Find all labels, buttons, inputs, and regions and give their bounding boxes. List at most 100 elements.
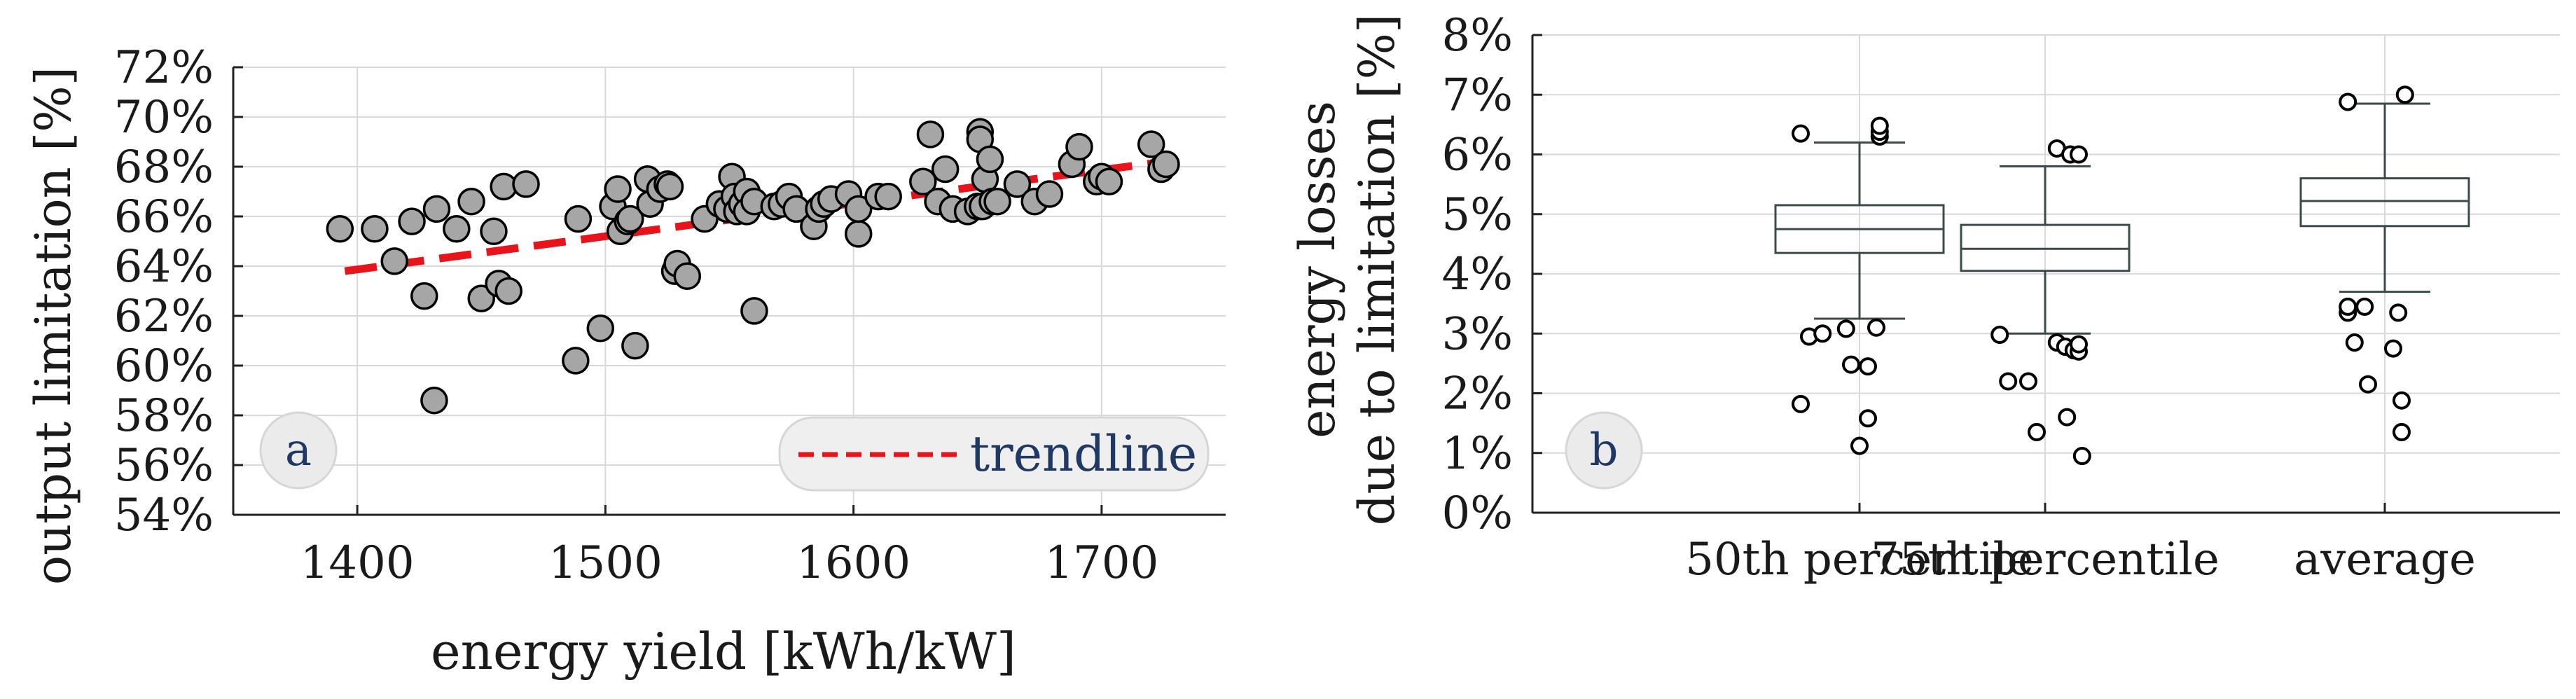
box-outlier	[1836, 319, 1855, 338]
scatter-point	[656, 172, 684, 201]
box-outlier	[2070, 145, 2088, 164]
box-iqr	[2299, 177, 2470, 228]
panel-a-y-tick-label: 60%	[114, 340, 214, 392]
panel-a-y-tick-label: 62%	[114, 291, 214, 342]
panel-b-y-tick-label: 6%	[1441, 130, 1513, 181]
panel-b-y-tick-label: 1%	[1441, 428, 1513, 480]
panel-a-y-tick-labels: 54%56%58%60%62%64%66%68%70%72%	[114, 42, 214, 541]
panel-a-x-tick-label: 1400	[300, 537, 415, 589]
panel-b-y-tick-label: 7%	[1441, 69, 1513, 121]
panel-b-y-axis-label-line-2: due to limitation [%]	[1348, 14, 1406, 526]
scatter-point	[844, 195, 873, 223]
scatter-point	[398, 207, 426, 235]
scatter-point	[361, 215, 389, 243]
panel-b-category-label: 75th percentile	[1871, 534, 2220, 586]
box-outlier	[2359, 375, 2377, 394]
scatter-point	[1065, 132, 1093, 161]
scatter-point	[494, 277, 522, 305]
panel-a-y-tick-label: 72%	[114, 42, 214, 94]
panel-a-x-tick-labels: 1400 1500 1600 1700	[300, 537, 1159, 589]
panel-b-y-tick-label: 2%	[1441, 368, 1513, 420]
scatter-point	[740, 297, 768, 325]
panel-b-badge	[1565, 411, 1643, 490]
scatter-point	[457, 187, 485, 216]
panel-b-category-label: 50th percentile	[1685, 534, 2034, 586]
box-outlier	[2389, 303, 2408, 322]
panel-b-y-tick-label: 5%	[1441, 189, 1513, 241]
scatter-point	[844, 220, 873, 248]
box-outlier	[1999, 372, 2018, 391]
box-outlier	[1859, 409, 1877, 428]
box-outlier	[2019, 372, 2037, 391]
panel-a-y-tick-label: 58%	[114, 390, 214, 442]
panel-b-y-axis-label-line-1: energy losses	[1289, 101, 1346, 438]
box-outlier	[2339, 92, 2357, 111]
panel-b-axes	[1531, 34, 2560, 514]
scatter-point	[467, 284, 495, 312]
panel-a-points	[326, 118, 1180, 415]
box-outlier	[2072, 447, 2091, 466]
box-outlier	[2384, 339, 2402, 358]
scatter-point	[562, 347, 590, 375]
scatter-point	[586, 314, 615, 342]
scatter-point	[1003, 170, 1032, 198]
panel-a-y-tick-label: 54%	[114, 490, 214, 541]
panel-b-y-tick-label: 3%	[1441, 308, 1513, 360]
panel-a-y-tick-label: 64%	[114, 241, 214, 293]
box-outlier	[1990, 325, 2009, 344]
scatter-point	[564, 205, 593, 233]
scatter-point	[420, 386, 448, 415]
box-outlier	[1792, 394, 1810, 413]
box-outlier	[2393, 422, 2411, 441]
panel-b-y-tick-label: 4%	[1441, 249, 1513, 300]
panel-a-legend	[778, 416, 1210, 492]
panel-a-y-tick-label: 66%	[114, 191, 214, 243]
panel-b-boxes	[1774, 85, 2470, 466]
scatter-point	[931, 155, 960, 184]
panel-a-axes	[232, 66, 1226, 516]
box-outlier	[1850, 436, 1869, 455]
panel-b-y-tick-label: 8%	[1441, 10, 1513, 62]
box-outlier	[2355, 297, 2374, 316]
box-outlier	[2339, 297, 2357, 316]
panel-b-y-tick-labels: 0% 1% 2% 3% 4% 5% 6% 7% 8%	[1441, 10, 1513, 539]
scatter-point	[512, 170, 540, 198]
panel-a-y-tick-label: 68%	[114, 141, 214, 193]
panel-a-badge	[259, 411, 338, 490]
box-outlier	[1813, 324, 1832, 343]
box-outlier	[2028, 422, 2046, 441]
scatter-point	[916, 120, 945, 148]
panel-a-x-tick-label: 1700	[1044, 537, 1158, 589]
scatter-point	[1137, 130, 1165, 158]
box-outlier	[2395, 85, 2414, 104]
box-outlier	[1867, 318, 1885, 337]
scatter-point	[874, 182, 902, 211]
scatter-point	[909, 167, 937, 196]
box-outlier	[2058, 408, 2077, 427]
scatter-point	[673, 262, 702, 290]
panel-a-badge-label: a	[285, 424, 312, 476]
box-outlier	[2393, 391, 2411, 410]
scatter-point	[326, 215, 354, 243]
panel-b-badge-label: b	[1590, 424, 1619, 476]
scatter-point	[621, 331, 649, 360]
panel-b-y-tick-label: 0%	[1441, 487, 1513, 539]
scatter-point	[976, 145, 1004, 174]
box-outlier	[1842, 355, 1860, 374]
box-outlier	[1870, 116, 1889, 135]
box-outlier	[1859, 357, 1877, 376]
legend-trendline-label: trendline	[970, 425, 1197, 483]
scatter-point	[1035, 180, 1064, 208]
scatter-point	[380, 247, 409, 275]
panel-a-x-axis-label: energy yield [kWh/kW]	[431, 622, 1016, 681]
box-outlier	[2070, 335, 2088, 354]
panel-a-y-axis-label: output limitation [%]	[25, 67, 82, 585]
panel-b-category-label: average	[2294, 534, 2476, 586]
scatter-point	[1095, 167, 1123, 196]
box-outlier	[2345, 333, 2364, 352]
box-outlier	[1792, 124, 1810, 143]
panel-a-x-tick-label: 1600	[796, 537, 910, 589]
